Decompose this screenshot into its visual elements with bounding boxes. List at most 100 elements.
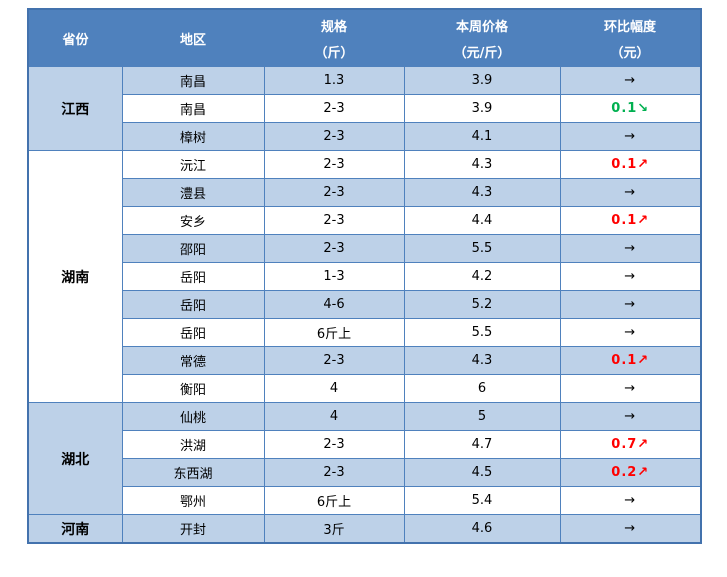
price-cell: 6 xyxy=(403,374,561,403)
change-up-value: 0.7↗ xyxy=(611,437,650,452)
change-cell: → xyxy=(559,486,702,515)
change-up-value: 0.2↗ xyxy=(611,465,650,480)
spec-cell: 4 xyxy=(263,374,405,403)
table-header: 省份 地区 规格 （斤） 本周价格 （元/斤） 环比幅度 （元） xyxy=(28,9,701,67)
table-row: 澧县 2-3 4.3 → xyxy=(28,178,702,207)
price-cell: 4.3 xyxy=(403,346,561,375)
col-header-change: 环比幅度 （元） xyxy=(560,9,701,67)
table-row: 岳阳 4-6 5.2 → xyxy=(28,290,702,319)
flat-arrow-icon: → xyxy=(624,129,637,144)
price-cell: 3.9 xyxy=(403,66,561,95)
change-cell: → xyxy=(559,178,702,207)
header-row: 省份 地区 规格 （斤） 本周价格 （元/斤） 环比幅度 （元） xyxy=(28,9,701,67)
table-row: 鄂州 6斤上 5.4 → xyxy=(28,486,702,515)
region-cell: 岳阳 xyxy=(121,290,265,319)
change-cell: 0.2↗ xyxy=(559,458,702,487)
region-cell: 岳阳 xyxy=(121,318,265,347)
table-row: 衡阳 4 6 → xyxy=(28,374,702,403)
table-row: 樟树 2-3 4.1 → xyxy=(28,122,702,151)
price-cell: 5.5 xyxy=(403,234,561,263)
col-header-spec: 规格 （斤） xyxy=(264,9,404,67)
price-table-body: 江西 南昌 1.3 3.9 → 南昌 2-3 3.9 0.1↘ 樟树 2-3 4.1 → 湖南 沅江 2-3 4… xyxy=(27,66,702,544)
spec-cell: 2-3 xyxy=(263,430,405,459)
flat-arrow-icon: → xyxy=(624,297,637,312)
change-cell: 0.1↗ xyxy=(559,150,702,179)
price-cell: 4.3 xyxy=(403,150,561,179)
table-row: 湖南 沅江 2-3 4.3 0.1↗ xyxy=(27,150,702,403)
region-cell: 衡阳 xyxy=(121,374,265,403)
flat-arrow-icon: → xyxy=(624,521,637,536)
spec-cell: 2-3 xyxy=(263,234,405,263)
change-up-value: 0.1↗ xyxy=(611,157,650,172)
change-cell: → xyxy=(559,514,702,544)
table-row: 东西湖 2-3 4.5 0.2↗ xyxy=(28,458,702,487)
spec-cell: 6斤上 xyxy=(263,318,405,347)
spec-cell: 3斤 xyxy=(263,514,405,544)
change-cell: → xyxy=(559,402,702,431)
flat-arrow-icon: → xyxy=(624,73,637,88)
table-row: 岳阳 1-3 4.2 → xyxy=(28,262,702,291)
region-cell: 安乡 xyxy=(121,206,265,235)
table-row: 河南 开封 3斤 4.6 → xyxy=(27,514,702,544)
province-cell: 湖北 xyxy=(27,402,123,515)
table-row: 南昌 2-3 3.9 0.1↘ xyxy=(28,94,702,123)
change-cell: 0.1↘ xyxy=(559,94,702,123)
region-cell: 常德 xyxy=(121,346,265,375)
price-cell: 5.5 xyxy=(403,318,561,347)
change-cell: → xyxy=(559,262,702,291)
col-header-spec-label: 规格 xyxy=(320,19,347,35)
spec-cell: 1.3 xyxy=(263,66,405,95)
change-cell: → xyxy=(559,122,702,151)
region-cell: 南昌 xyxy=(121,94,265,123)
change-up-value: 0.1↗ xyxy=(611,213,650,228)
change-cell: → xyxy=(559,290,702,319)
table-row: 邵阳 2-3 5.5 → xyxy=(28,234,702,263)
flat-arrow-icon: → xyxy=(624,493,637,508)
price-table: 省份 地区 规格 （斤） 本周价格 （元/斤） 环比幅度 （元） xyxy=(27,8,702,544)
col-header-price: 本周价格 （元/斤） xyxy=(404,9,560,67)
change-cell: → xyxy=(559,66,702,95)
col-header-region-label: 地区 xyxy=(179,32,206,48)
price-table-container: 省份 地区 规格 （斤） 本周价格 （元/斤） 环比幅度 （元） xyxy=(27,8,702,544)
price-cell: 4.5 xyxy=(403,458,561,487)
region-cell: 仙桃 xyxy=(121,402,265,431)
col-header-change-unit: （元） xyxy=(610,45,650,61)
price-cell: 4.1 xyxy=(403,122,561,151)
change-down-value: 0.1↘ xyxy=(611,101,650,116)
table-row: 湖北 仙桃 4 5 → xyxy=(27,402,702,515)
price-cell: 5.2 xyxy=(403,290,561,319)
spec-cell: 6斤上 xyxy=(263,486,405,515)
change-cell: → xyxy=(559,234,702,263)
change-cell: → xyxy=(559,318,702,347)
price-cell: 4.7 xyxy=(403,430,561,459)
price-cell: 4.4 xyxy=(403,206,561,235)
table-row: 江西 南昌 1.3 3.9 → xyxy=(27,66,702,151)
spec-cell: 2-3 xyxy=(263,346,405,375)
spec-cell: 2-3 xyxy=(263,94,405,123)
region-cell: 开封 xyxy=(121,514,265,544)
change-cell: → xyxy=(559,374,702,403)
spec-cell: 2-3 xyxy=(263,206,405,235)
spec-cell: 2-3 xyxy=(263,150,405,179)
spec-cell: 4-6 xyxy=(263,290,405,319)
spec-cell: 2-3 xyxy=(263,178,405,207)
region-cell: 南昌 xyxy=(121,66,265,95)
col-header-change-label: 环比幅度 xyxy=(603,19,656,35)
flat-arrow-icon: → xyxy=(624,269,637,284)
col-header-spec-unit: （斤） xyxy=(314,45,354,61)
spec-cell: 1-3 xyxy=(263,262,405,291)
table-row: 岳阳 6斤上 5.5 → xyxy=(28,318,702,347)
table-row: 洪湖 2-3 4.7 0.7↗ xyxy=(28,430,702,459)
region-cell: 澧县 xyxy=(121,178,265,207)
region-cell: 樟树 xyxy=(121,122,265,151)
flat-arrow-icon: → xyxy=(624,381,637,396)
price-cell: 4.2 xyxy=(403,262,561,291)
table-row: 安乡 2-3 4.4 0.1↗ xyxy=(28,206,702,235)
spec-cell: 4 xyxy=(263,402,405,431)
flat-arrow-icon: → xyxy=(624,325,637,340)
price-cell: 4.6 xyxy=(403,514,561,544)
region-cell: 鄂州 xyxy=(121,486,265,515)
region-cell: 岳阳 xyxy=(121,262,265,291)
spec-cell: 2-3 xyxy=(263,122,405,151)
col-header-price-unit: （元/斤） xyxy=(453,45,511,61)
